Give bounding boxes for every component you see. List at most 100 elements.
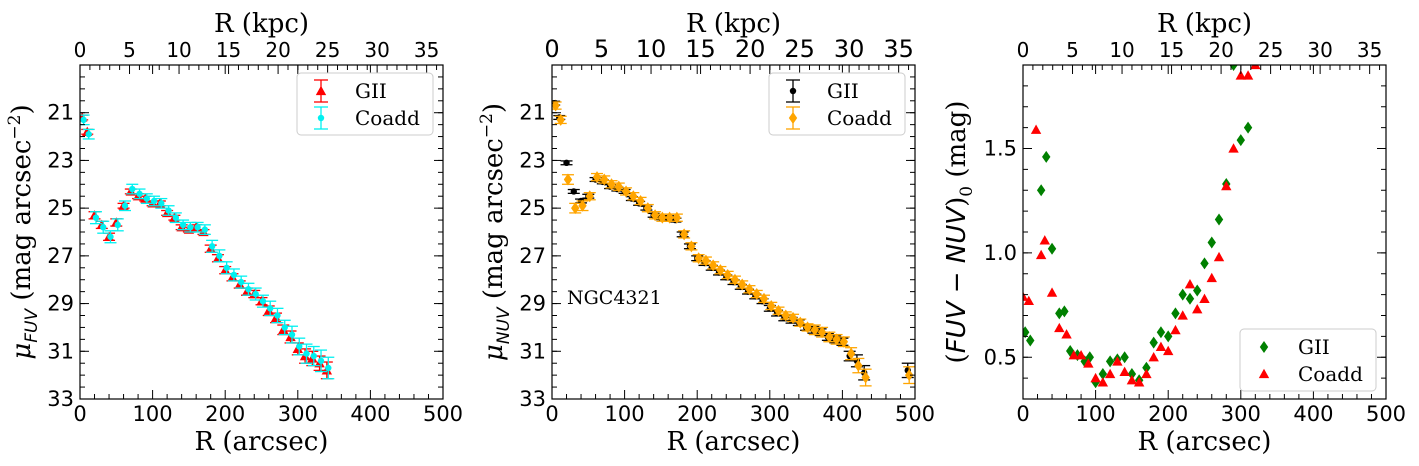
data-point bbox=[752, 288, 761, 301]
data-point bbox=[1236, 134, 1245, 147]
data-point bbox=[259, 297, 267, 305]
y-axis-label: μNUV (mag arcsec−2) bbox=[477, 103, 514, 361]
data-point bbox=[767, 299, 776, 312]
legend-marker bbox=[315, 85, 327, 96]
x-tick-label: 500 bbox=[423, 402, 463, 426]
data-point bbox=[1036, 184, 1046, 197]
data-point bbox=[1142, 361, 1151, 374]
y-label-part: (mag arcsec bbox=[7, 140, 37, 309]
data-point bbox=[1228, 143, 1239, 153]
top-x-axis-label: R (kpc) bbox=[686, 9, 781, 39]
data-point bbox=[578, 199, 587, 212]
top-x-tick-label: 5 bbox=[123, 38, 136, 62]
y-tick-label: 31 bbox=[47, 339, 74, 363]
data-point bbox=[1054, 322, 1065, 333]
legend-label: GII bbox=[1298, 335, 1330, 359]
y-label-part: FUV − NUV bbox=[942, 205, 972, 354]
y-tick-label: 29 bbox=[47, 292, 74, 316]
data-point bbox=[1105, 355, 1115, 368]
data-point bbox=[245, 286, 252, 293]
panel-nuv: 0 100 200 300 400 500 0 5 10 15 20 25 30 35 21 23 25 27 29… bbox=[477, 9, 935, 457]
y-label-superscript: −2 bbox=[477, 113, 497, 138]
data-point bbox=[194, 224, 201, 231]
series-coadd bbox=[80, 114, 335, 380]
data-point bbox=[745, 283, 754, 296]
data-point bbox=[723, 268, 732, 281]
data-point bbox=[267, 305, 274, 312]
top-x-tick-label: 0 bbox=[1017, 38, 1030, 62]
data-point bbox=[1075, 349, 1087, 360]
data-point bbox=[1030, 124, 1042, 134]
data-point bbox=[1170, 324, 1181, 335]
data-point bbox=[904, 369, 914, 382]
top-x-tick-label: 30 bbox=[364, 38, 389, 62]
data-point bbox=[121, 202, 129, 209]
top-x-tick-label: 15 bbox=[685, 35, 716, 63]
x-tick-label: 100 bbox=[1076, 402, 1116, 426]
top-x-tick-label: 35 bbox=[414, 38, 439, 62]
top-x-tick-label: 25 bbox=[784, 35, 815, 63]
series-coadd bbox=[1023, 65, 1261, 387]
y-tick-label: 33 bbox=[47, 387, 74, 411]
data-point bbox=[759, 292, 769, 305]
top-x-tick-label: 25 bbox=[1258, 38, 1283, 62]
data-point bbox=[1061, 329, 1072, 339]
data-point bbox=[1178, 288, 1187, 301]
data-point bbox=[585, 190, 594, 203]
y-tick-label: 23 bbox=[47, 148, 74, 172]
data-point bbox=[1250, 65, 1261, 70]
data-point bbox=[201, 226, 209, 233]
data-point bbox=[1207, 236, 1216, 249]
data-point bbox=[1164, 330, 1173, 343]
data-point bbox=[1200, 257, 1209, 270]
data-point bbox=[107, 233, 114, 240]
data-point bbox=[179, 221, 187, 229]
y-tick-label: 29 bbox=[519, 292, 546, 316]
data-point bbox=[85, 130, 92, 138]
data-point bbox=[570, 188, 577, 195]
data-point bbox=[1192, 304, 1203, 314]
top-x-tick-label: 30 bbox=[834, 35, 865, 63]
data-point bbox=[1023, 291, 1029, 301]
data-point bbox=[1104, 368, 1116, 379]
top-x-tick-label: 0 bbox=[74, 38, 87, 62]
data-point bbox=[1112, 356, 1123, 366]
data-point bbox=[854, 359, 863, 372]
top-x-axis-label: R (kpc) bbox=[1157, 9, 1252, 39]
data-area bbox=[1023, 65, 1261, 389]
legend: GII Coadd bbox=[1239, 328, 1377, 392]
legend-label: GII bbox=[355, 79, 387, 103]
data-point bbox=[1098, 367, 1108, 380]
data-point bbox=[223, 264, 230, 271]
top-x-tick-label: 15 bbox=[1159, 38, 1184, 62]
legend-label: Coadd bbox=[827, 106, 892, 130]
annotation-label: NGC4321 bbox=[567, 287, 662, 309]
data-point bbox=[658, 211, 667, 224]
data-point bbox=[796, 316, 805, 329]
data-point bbox=[80, 116, 87, 124]
y-axis-label: (FUV − NUV)0 (mag) bbox=[942, 101, 977, 364]
top-x-tick-label: 30 bbox=[1307, 38, 1332, 62]
data-point bbox=[281, 324, 288, 331]
data-point bbox=[679, 228, 689, 241]
data-point bbox=[817, 326, 827, 339]
top-x-tick-label: 25 bbox=[315, 38, 340, 62]
data-point bbox=[592, 171, 602, 184]
data-point bbox=[165, 207, 172, 214]
data-point bbox=[1097, 377, 1109, 387]
data-point bbox=[650, 209, 660, 222]
data-point bbox=[1090, 372, 1101, 383]
y-tick-label: 1.5 bbox=[984, 137, 1017, 161]
data-point bbox=[1221, 180, 1232, 191]
data-point bbox=[832, 333, 841, 346]
data-area bbox=[552, 99, 915, 387]
y-tick-label: 31 bbox=[519, 339, 546, 363]
x-tick-label: 0 bbox=[1016, 402, 1029, 426]
legend-label: Coadd bbox=[355, 106, 420, 130]
y-tick-label: 33 bbox=[519, 387, 546, 411]
data-point bbox=[1060, 305, 1069, 318]
data-point bbox=[556, 113, 565, 126]
data-point bbox=[325, 364, 332, 372]
x-tick-label: 300 bbox=[1221, 402, 1261, 426]
data-point bbox=[1119, 366, 1130, 377]
